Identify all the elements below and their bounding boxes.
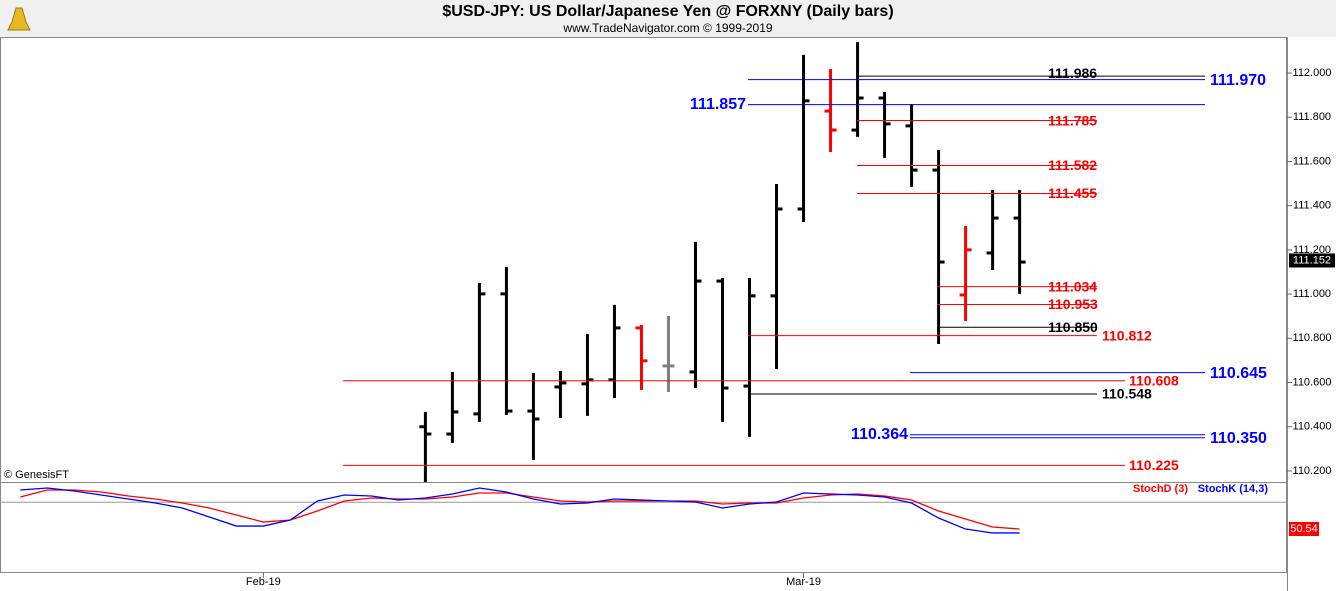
level-label: 111.857 [690,96,746,113]
level-label: 110.350 [1210,430,1267,447]
level-label: 111.455 [1048,185,1097,201]
level-label: 111.034 [1048,278,1097,294]
level-label: 111.785 [1048,112,1097,128]
legend-label: StochD (3) [1133,483,1188,495]
last-value-box [1289,522,1319,537]
y-tick-label: 110.800 [1293,332,1332,344]
chart-subtitle: www.TradeNavigator.com © 1999-2019 [562,21,772,35]
y-tick-label: 112.000 [1293,67,1332,79]
x-tick-label: Feb-19 [246,576,281,588]
logo [7,7,31,31]
legend-label: StochK (14,3) [1198,483,1269,495]
last-price-label: 111.152 [1293,254,1331,266]
y-tick-label: 111.600 [1293,155,1331,167]
y-tick-label: 111.400 [1293,200,1331,212]
level-label: 110.364 [851,426,908,443]
level-label: 110.812 [1102,327,1152,343]
x-tick-label: Mar-19 [786,576,821,588]
level-label: 111.986 [1048,65,1097,81]
y-tick-label: 110.200 [1293,465,1332,477]
stoch-line [20,487,1020,534]
level-label: 110.548 [1102,386,1152,402]
copyright: © GenesisFT [4,469,69,481]
title-bar [0,0,1336,37]
y-tick-label: 110.400 [1293,421,1332,433]
last-value-label: 50.54 [1290,523,1318,535]
chart-title: $USD-JPY: US Dollar/Japanese Yen @ FORXN… [442,3,893,20]
y-tick-label: 111.200 [1293,244,1331,256]
level-label: 110.608 [1129,372,1179,388]
last-price-box [1289,253,1335,268]
plot-frame [0,37,1287,573]
level-label: 111.582 [1048,157,1097,173]
y-tick-label: 110.600 [1293,376,1332,388]
y-tick-label: 111.800 [1293,111,1331,123]
level-label: 111.970 [1210,72,1266,89]
level-label: 110.225 [1129,457,1179,473]
level-label: 110.645 [1210,365,1267,382]
y-tick-label: 111.000 [1293,288,1331,300]
price-panel [419,42,1026,482]
level-label: 110.953 [1048,296,1098,312]
stoch-panel [0,487,1287,534]
level-label: 110.850 [1048,319,1098,335]
